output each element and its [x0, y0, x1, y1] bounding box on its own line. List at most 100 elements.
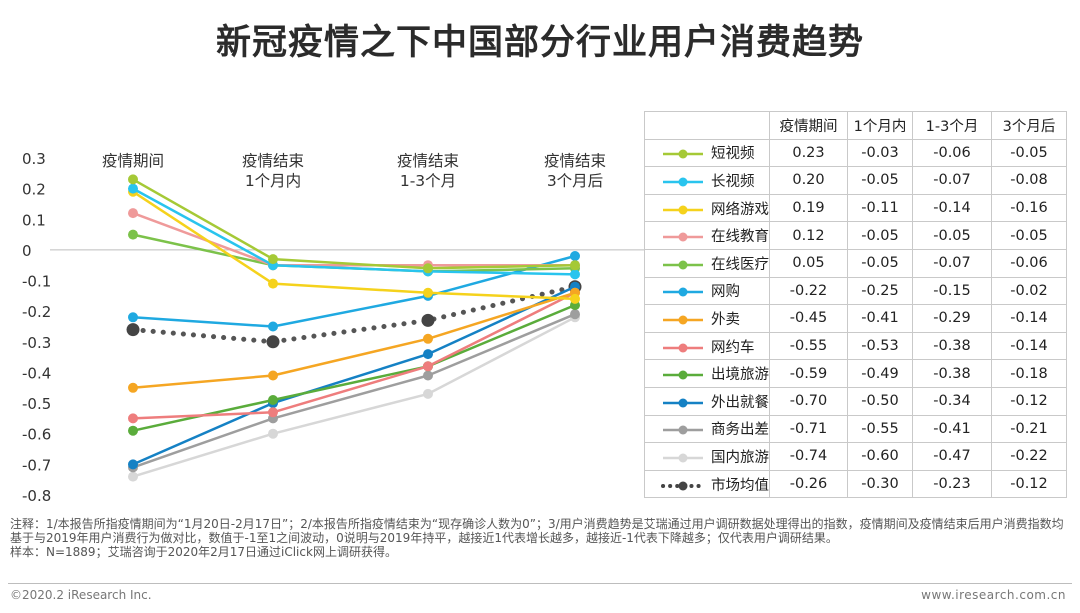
table-header-cell: 疫情期间: [769, 111, 848, 140]
table-cell: -0.06: [991, 248, 1067, 278]
table-row: 商务出差 -0.71 -0.55 -0.41 -0.21: [644, 414, 1067, 444]
legend-entry: 在线医疗: [644, 248, 770, 278]
legend-label: 外卖: [711, 311, 740, 328]
legend-label: 出境旅游: [711, 367, 769, 384]
table-cell: -0.74: [769, 442, 848, 471]
table-cell: -0.25: [847, 276, 913, 306]
footnote-note: 注释：1/本报告所指疫情期间为“1月20日-2月17日”；2/本报告所指疫情结束…: [10, 517, 1064, 545]
line-chart: 0.3 0.2 0.1 0 -0.1 -0.2 -0.3 -0.4 -0.5 -0.6 -0.7 -0…: [22, 150, 644, 505]
legend-marker-icon: [661, 481, 705, 491]
legend-label: 在线教育: [711, 229, 769, 246]
table-row: 在线教育 0.12 -0.05 -0.05 -0.05: [644, 221, 1067, 250]
table-cell: -0.07: [912, 248, 992, 278]
table-cell: -0.22: [769, 276, 848, 306]
table-cell: -0.05: [991, 138, 1067, 168]
table-cell: -0.11: [847, 193, 913, 223]
legend-entry: 短视频: [644, 138, 770, 168]
y-tick-label: -0.3: [22, 334, 51, 352]
legend-entry: 在线教育: [644, 221, 770, 250]
y-tick-label: -0.1: [22, 273, 51, 291]
legend-marker-icon: [661, 205, 705, 215]
y-tick-label: -0.5: [22, 395, 51, 413]
x-category-label: 1个月内: [245, 172, 301, 190]
table-cell: -0.14: [912, 193, 992, 223]
legend-label: 网络游戏: [711, 201, 769, 218]
table-row: 出境旅游 -0.59 -0.49 -0.38 -0.18: [644, 359, 1067, 388]
table-cell: -0.60: [847, 442, 913, 471]
footnote: 注释：1/本报告所指疫情期间为“1月20日-2月17日”；2/本报告所指疫情结束…: [10, 517, 1072, 559]
legend-entry: 长视频: [644, 166, 770, 195]
legend-entry: 外卖: [644, 304, 770, 333]
legend-marker-icon: [661, 177, 705, 187]
table-cell: -0.12: [991, 469, 1067, 499]
legend-entry: 网络游戏: [644, 193, 770, 223]
legend-label: 长视频: [711, 173, 755, 190]
data-point: [570, 269, 580, 280]
table-cell: -0.23: [912, 469, 992, 499]
table-cell: -0.15: [912, 276, 992, 306]
data-point: [268, 407, 278, 418]
table-cell: -0.38: [912, 331, 992, 361]
table-cell: -0.26: [769, 469, 848, 499]
data-point: [268, 395, 278, 405]
data-point: [266, 335, 280, 349]
table-cell: -0.05: [912, 221, 992, 250]
data-point: [128, 382, 138, 393]
data-point: [570, 251, 580, 261]
table-cell: -0.12: [991, 386, 1067, 416]
data-point: [423, 361, 433, 372]
legend-marker-icon: [661, 453, 705, 463]
legend-entry: 网购: [644, 276, 770, 306]
legend-label: 在线医疗: [711, 256, 769, 273]
data-point: [268, 370, 278, 381]
data-point: [128, 229, 138, 240]
legend-entry: 外出就餐: [644, 386, 770, 416]
series-line-长视频: [132, 187, 576, 276]
legend-label: 短视频: [711, 146, 755, 163]
table-cell: -0.47: [912, 442, 992, 471]
footer-website: www.iresearch.com.cn: [921, 588, 1066, 602]
table-cell: -0.05: [991, 221, 1067, 250]
data-point: [128, 208, 138, 219]
table-cell: -0.06: [912, 138, 992, 168]
data-point: [423, 349, 433, 360]
table-header-row: 疫情期间 1个月内 1-3个月 3个月后: [644, 111, 1067, 140]
y-tick-label: 0.1: [22, 211, 46, 229]
table-cell: -0.38: [912, 359, 992, 388]
table-row: 市场均值 -0.26 -0.30 -0.23 -0.12: [644, 469, 1067, 499]
x-category-label: 3个月后: [547, 172, 603, 190]
table-cell: -0.03: [847, 138, 913, 168]
x-category-label: 疫情结束: [242, 152, 304, 170]
series-line-网购: [132, 254, 576, 328]
data-point: [423, 388, 433, 399]
legend-marker-icon: [661, 232, 705, 242]
table-row: 网约车 -0.55 -0.53 -0.38 -0.14: [644, 331, 1067, 361]
legend-entry: 国内旅游: [644, 442, 770, 471]
legend-label: 网约车: [711, 339, 755, 356]
table-cell: -0.14: [991, 304, 1067, 333]
data-point: [423, 263, 433, 274]
table-header-cell: 3个月后: [991, 111, 1067, 140]
footnote-sample: 样本：N=1889；艾瑞咨询于2020年2月17日通过iClick网上调研获得。: [10, 545, 397, 559]
table-row: 国内旅游 -0.74 -0.60 -0.47 -0.22: [644, 442, 1067, 471]
table-row: 在线医疗 0.05 -0.05 -0.07 -0.06: [644, 248, 1067, 278]
x-category-label: 疫情期间: [102, 152, 164, 170]
y-tick-label: -0.8: [22, 487, 51, 505]
table-header-empty: [644, 111, 770, 140]
table-cell: -0.71: [769, 414, 848, 444]
data-point: [128, 312, 138, 323]
y-tick-label: 0: [22, 242, 32, 260]
data-point: [268, 321, 278, 332]
table-cell: -0.05: [847, 248, 913, 278]
legend-label: 外出就餐: [711, 394, 769, 411]
table-header-cell: 1-3个月: [912, 111, 992, 140]
series-line-短视频: [132, 178, 576, 270]
table-cell: -0.50: [847, 386, 913, 416]
legend-label: 商务出差: [711, 422, 769, 439]
page-title: 新冠疫情之下中国部分行业用户消费趋势: [215, 23, 864, 63]
table-row: 外卖 -0.45 -0.41 -0.29 -0.14: [644, 304, 1067, 333]
x-category-label: 疫情结束: [397, 152, 459, 170]
series-line-商务出差: [132, 313, 576, 469]
series-line-国内旅游: [132, 316, 576, 478]
data-point: [128, 413, 138, 424]
